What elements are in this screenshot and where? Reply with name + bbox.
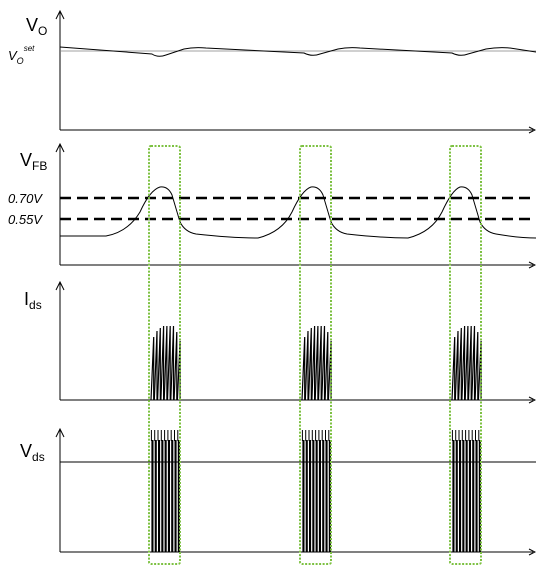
vds-pulse <box>455 440 458 552</box>
ids-label-sub: ds <box>29 298 42 312</box>
threshold-070-label: 0.70V <box>8 191 43 206</box>
vfb-label-main: V <box>20 150 32 170</box>
ids-pulse <box>150 336 155 401</box>
vds-pulse <box>465 440 468 552</box>
vfb-label-sub: FB <box>32 159 47 173</box>
vds-pulse <box>472 440 475 552</box>
vds-pulse <box>325 440 328 552</box>
ids-pulse <box>153 330 158 401</box>
vds-pulse <box>167 440 170 552</box>
ids-pulse <box>474 331 479 401</box>
ids-pulse <box>160 325 165 401</box>
ids-pulse <box>308 327 312 401</box>
vfb-panel: VFB 0.70V 0.55V <box>8 142 536 269</box>
ids-pulse-bursts <box>150 325 482 401</box>
vds-x-axis-arrow <box>528 548 536 556</box>
ids-pulse <box>301 336 306 401</box>
ids-pulse <box>458 327 462 401</box>
burst-window-boxes <box>148 145 482 565</box>
vo-set-label-main: V <box>8 48 18 63</box>
threshold-055-label: 0.55V <box>8 212 43 227</box>
vo-label-main: V <box>26 15 38 35</box>
ids-pulse <box>461 325 466 401</box>
svg-text:VOset: VOset <box>8 44 35 66</box>
svg-text:VFB: VFB <box>20 150 47 173</box>
vds-pulse <box>154 440 157 552</box>
vo-y-axis-arrow <box>55 9 65 20</box>
vo-panel: VO VOset <box>8 9 536 134</box>
ids-pulse <box>157 327 161 401</box>
vds-pulse <box>462 440 465 552</box>
ids-pulse <box>454 330 459 401</box>
ids-pulse <box>477 340 482 401</box>
vds-pulse <box>459 440 462 552</box>
vds-pulse <box>468 440 471 552</box>
vds-pulse <box>309 440 312 552</box>
ids-pulse <box>314 325 319 401</box>
vds-pulse <box>151 440 154 552</box>
ids-pulse <box>471 325 476 401</box>
vo-waveform <box>59 46 536 57</box>
vds-label-sub: ds <box>32 450 45 464</box>
vo-label-sub: O <box>38 24 47 38</box>
vfb-x-axis-arrow <box>528 261 536 269</box>
vds-pulse <box>312 440 315 552</box>
ids-panel: Ids <box>24 280 536 404</box>
ids-pulse <box>317 325 322 401</box>
ids-pulse <box>304 330 309 401</box>
vds-pulse <box>161 440 164 552</box>
vds-pulse <box>164 440 167 552</box>
ids-pulse <box>163 325 168 401</box>
vds-pulse <box>177 440 180 552</box>
svg-text:VO: VO <box>26 15 47 38</box>
svg-text:Ids: Ids <box>24 289 42 312</box>
vds-label-main: V <box>20 441 32 461</box>
vds-pulse <box>475 440 478 552</box>
burst-window-3 <box>449 145 482 565</box>
ids-pulse <box>451 336 456 401</box>
vo-x-axis-arrow <box>528 126 536 134</box>
ids-label-main: I <box>24 289 29 309</box>
vds-pulse <box>158 440 161 552</box>
vds-y-axis-arrow <box>55 427 65 438</box>
vds-pulse <box>452 440 455 552</box>
vfb-waveform <box>60 186 536 239</box>
ids-pulse <box>324 331 329 401</box>
burst-window-2 <box>299 145 332 565</box>
ids-pulse <box>327 340 332 401</box>
vds-pulse <box>302 440 305 552</box>
vfb-y-axis-arrow <box>55 142 65 153</box>
ids-pulse <box>176 340 181 401</box>
ids-y-axis-arrow <box>55 280 65 291</box>
ids-pulse <box>467 325 472 401</box>
vds-pulse <box>305 440 308 552</box>
ids-pulse <box>166 325 171 401</box>
ids-pulse <box>321 325 326 401</box>
vds-pulse <box>318 440 321 552</box>
vo-set-label-sub: O <box>17 56 24 66</box>
burst-window-1 <box>148 145 181 565</box>
vds-switching-bursts <box>150 430 481 552</box>
vds-pulse <box>328 440 331 552</box>
vo-set-label-sup: set <box>24 44 35 53</box>
vds-pulse <box>322 440 325 552</box>
vds-pulse <box>171 440 174 552</box>
ids-pulse <box>173 331 178 401</box>
svg-text:Vds: Vds <box>20 441 45 464</box>
vds-panel: Vds <box>20 427 536 556</box>
ids-pulse <box>464 325 469 401</box>
ids-x-axis-arrow <box>528 396 536 404</box>
vds-pulse <box>315 440 318 552</box>
vds-pulse <box>478 440 481 552</box>
ids-pulse <box>311 325 316 401</box>
vds-pulse <box>174 440 177 552</box>
ids-pulse <box>170 325 175 401</box>
